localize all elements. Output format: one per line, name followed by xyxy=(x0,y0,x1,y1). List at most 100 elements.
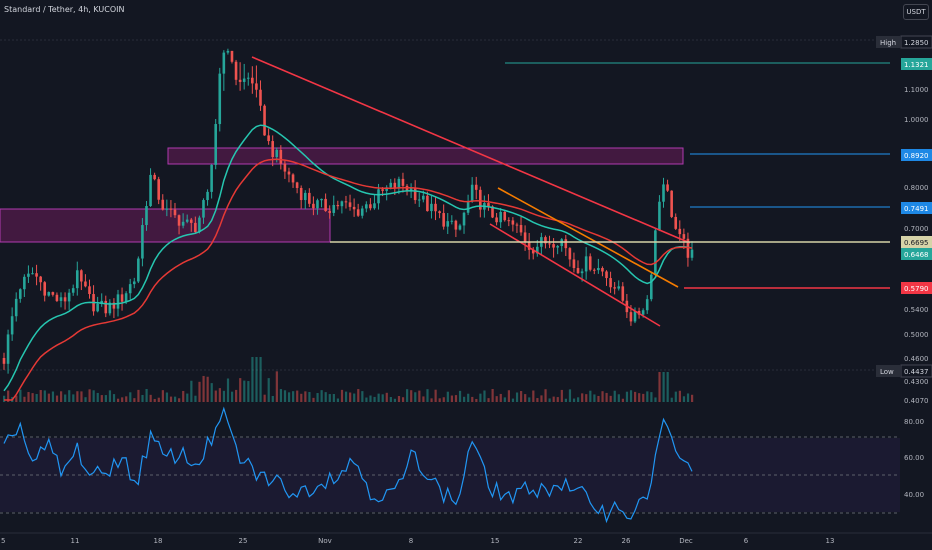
candle-body xyxy=(80,270,83,282)
candle-body xyxy=(605,271,608,279)
candle-body xyxy=(462,212,466,226)
price-tick-label: 0.4300 xyxy=(904,378,929,386)
candle-body xyxy=(568,248,572,260)
time-tick-label: 5 xyxy=(1,537,5,545)
volume-bar xyxy=(682,396,686,402)
volume-bar xyxy=(15,395,18,402)
candle-body xyxy=(336,204,340,207)
candle-body xyxy=(71,288,75,293)
candle-body xyxy=(511,220,515,225)
candle-body xyxy=(222,52,226,74)
ema-fast-line xyxy=(3,124,693,392)
price-badge xyxy=(901,202,932,214)
candle-body xyxy=(6,334,10,364)
volume-bar xyxy=(365,397,368,402)
volume-bar xyxy=(454,395,458,402)
volume-bar xyxy=(153,398,156,402)
volume-bar xyxy=(406,389,409,402)
volume-bar xyxy=(450,395,454,402)
volume-bar xyxy=(292,391,295,402)
volume-bar xyxy=(251,357,254,402)
volume-bar xyxy=(686,393,690,402)
candle-body xyxy=(519,225,523,233)
volume-bar xyxy=(617,394,620,402)
volume-bar xyxy=(173,396,177,402)
rsi-tick-label: 60.00 xyxy=(904,454,924,462)
volume-bar xyxy=(487,398,490,402)
candle-body xyxy=(674,216,678,229)
volume-bar xyxy=(287,392,291,402)
volume-bar xyxy=(475,398,478,402)
price-badge-value: 0.5790 xyxy=(904,285,929,293)
volume-bar xyxy=(446,391,449,402)
volume-bar xyxy=(194,395,197,402)
price-badge-value: 0.6468 xyxy=(904,251,929,259)
volume-bar xyxy=(275,371,278,402)
candle-body xyxy=(18,289,22,299)
volume-bar xyxy=(247,381,250,402)
rsi-tick-label: 80.00 xyxy=(904,418,924,426)
volume-bar xyxy=(283,390,287,402)
volume-bar xyxy=(239,378,242,402)
volume-bar xyxy=(463,396,466,402)
candle-body xyxy=(177,215,181,226)
volume-bar xyxy=(55,395,59,402)
candle-body xyxy=(63,297,67,302)
candle-body xyxy=(601,268,604,272)
volume-bar xyxy=(182,390,185,402)
volume-bar xyxy=(511,398,515,402)
volume-bar xyxy=(267,378,270,402)
candle-body xyxy=(2,358,6,364)
candle-body xyxy=(458,225,462,230)
candle-body xyxy=(369,204,372,209)
candle-body xyxy=(503,211,507,221)
candle-body xyxy=(487,203,490,207)
candle-body xyxy=(10,316,14,335)
volume-bar xyxy=(218,388,221,402)
volume-bar xyxy=(442,397,445,402)
volume-bar xyxy=(235,389,238,402)
candle-body xyxy=(283,163,287,172)
candle-body xyxy=(100,300,104,304)
candle-body xyxy=(112,302,116,309)
volume-bar xyxy=(169,396,173,402)
volume-bar xyxy=(202,375,205,402)
candle-body xyxy=(592,269,596,271)
volume-bar xyxy=(72,394,75,402)
price-badge xyxy=(901,149,932,161)
volume-bar xyxy=(157,397,160,402)
volume-bar xyxy=(434,389,437,402)
time-tick-label: 26 xyxy=(622,537,631,545)
volume-bar xyxy=(520,391,523,402)
candle-body xyxy=(295,182,299,188)
volume-bar xyxy=(308,392,311,402)
candle-body xyxy=(96,303,99,312)
candle-body xyxy=(234,61,238,80)
volume-bar xyxy=(51,391,55,402)
resistance-zone-upper xyxy=(167,147,684,165)
candle-body xyxy=(23,276,26,290)
candle-body xyxy=(409,188,413,192)
volume-bar xyxy=(385,392,388,402)
candle-body xyxy=(124,293,128,302)
candle-body xyxy=(491,206,494,218)
volume-bar xyxy=(634,391,637,402)
volume-bar xyxy=(259,357,262,402)
volume-bar xyxy=(552,396,555,402)
candle-body xyxy=(548,243,551,245)
candle-body xyxy=(84,281,87,287)
time-tick-label: 22 xyxy=(574,537,583,545)
candle-body xyxy=(246,77,250,79)
candle-body xyxy=(31,273,34,275)
volume-bar xyxy=(129,392,132,402)
volume-bar xyxy=(332,393,335,402)
currency-badge[interactable]: USDT xyxy=(903,4,929,20)
volume-bar xyxy=(145,389,148,402)
volume-bar xyxy=(401,397,405,402)
volume-bar xyxy=(536,398,539,402)
price-badge-value: 0.7491 xyxy=(904,205,929,213)
candle-body xyxy=(27,273,30,277)
volume-bar xyxy=(528,397,531,402)
candle-body xyxy=(328,211,331,213)
